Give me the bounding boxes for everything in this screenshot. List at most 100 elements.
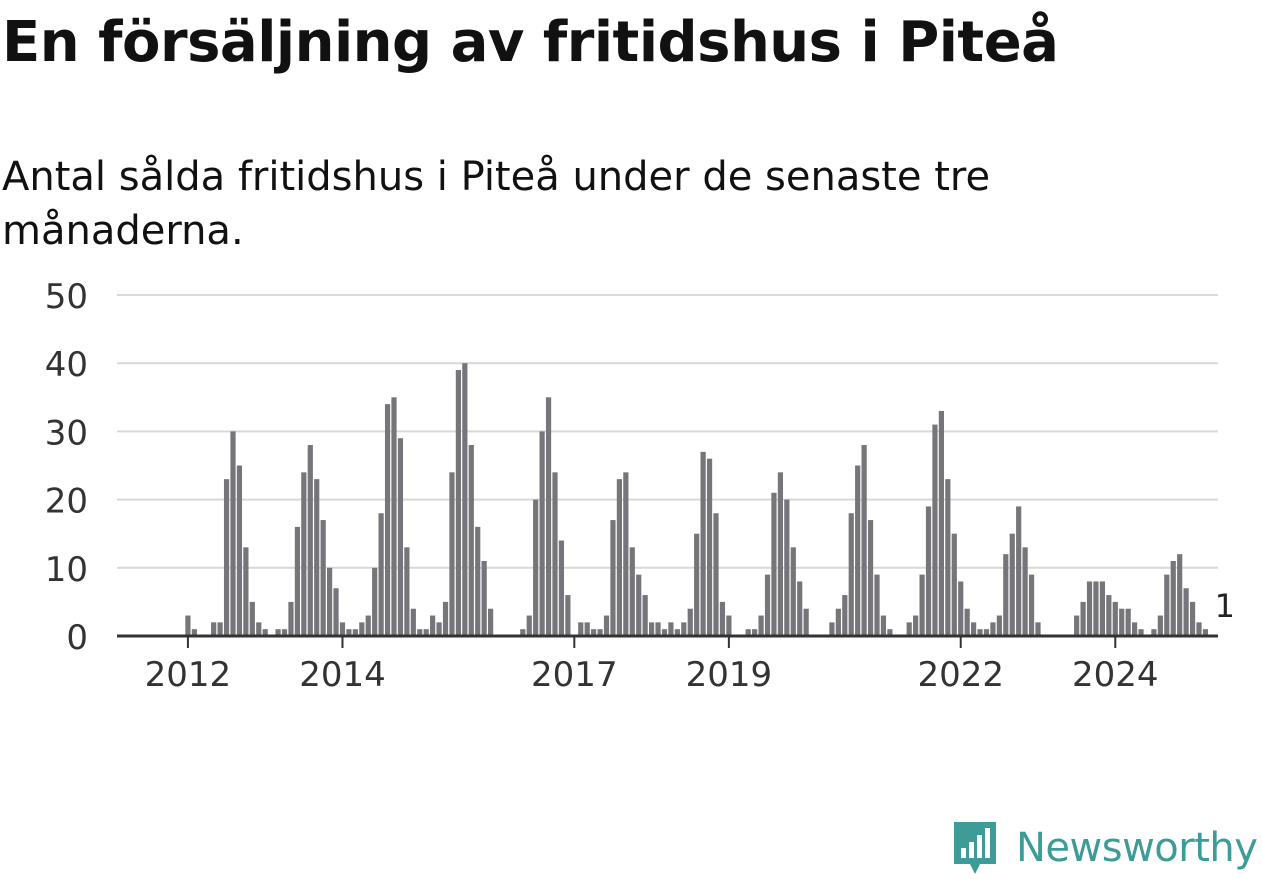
bar bbox=[610, 520, 616, 636]
bar bbox=[1151, 629, 1157, 636]
bar bbox=[397, 438, 404, 636]
bar bbox=[951, 533, 957, 636]
bar bbox=[281, 629, 288, 636]
bar bbox=[636, 574, 642, 636]
bar bbox=[958, 581, 964, 636]
bar bbox=[1009, 533, 1015, 636]
bar bbox=[713, 513, 719, 636]
bar bbox=[578, 622, 584, 636]
bar bbox=[790, 547, 796, 636]
bar bbox=[880, 615, 887, 636]
bar bbox=[649, 622, 655, 636]
bar bbox=[842, 595, 848, 636]
bar bbox=[294, 526, 300, 636]
bar bbox=[764, 574, 771, 636]
bar bbox=[623, 472, 629, 636]
bar bbox=[777, 472, 783, 636]
bar bbox=[1177, 554, 1183, 636]
bar bbox=[848, 513, 854, 636]
bar bbox=[1170, 560, 1176, 636]
bar bbox=[694, 533, 700, 636]
bar bbox=[1119, 608, 1125, 636]
bar bbox=[1086, 581, 1093, 636]
bar bbox=[217, 622, 223, 636]
bar bbox=[1022, 547, 1028, 636]
bar bbox=[404, 547, 410, 636]
y-tick-label: 50 bbox=[45, 277, 88, 317]
bar bbox=[565, 595, 571, 636]
chart-subtitle: Antal sålda fritidshus i Piteå under de … bbox=[2, 154, 991, 254]
brand: Newsworthy bbox=[950, 818, 1258, 878]
bar bbox=[359, 622, 365, 636]
bar bbox=[591, 629, 597, 636]
bar bbox=[867, 520, 874, 636]
x-tick-label: 2019 bbox=[686, 655, 773, 695]
bar bbox=[919, 574, 925, 636]
bar bbox=[687, 608, 693, 636]
bar bbox=[906, 622, 912, 636]
x-tick-label: 2014 bbox=[299, 655, 386, 695]
bar bbox=[1028, 574, 1035, 636]
bar bbox=[320, 520, 326, 636]
bar bbox=[275, 629, 281, 636]
bar bbox=[417, 629, 423, 636]
bar bbox=[249, 601, 255, 636]
bar bbox=[1074, 615, 1080, 636]
bar bbox=[378, 513, 384, 636]
bar bbox=[700, 451, 706, 636]
bar bbox=[629, 547, 635, 636]
bar bbox=[835, 608, 841, 636]
bar bbox=[352, 629, 358, 636]
bar bbox=[771, 492, 777, 636]
bar bbox=[1196, 622, 1202, 636]
y-tick-label: 20 bbox=[45, 482, 88, 522]
bar bbox=[797, 581, 803, 636]
bar bbox=[327, 567, 333, 636]
bar bbox=[1080, 601, 1086, 636]
bar bbox=[558, 540, 565, 636]
bar bbox=[642, 595, 648, 636]
bar bbox=[391, 397, 397, 636]
bar bbox=[616, 479, 622, 636]
highlight-data-label: 1 bbox=[1215, 587, 1235, 625]
bar bbox=[442, 601, 449, 636]
bar bbox=[1157, 615, 1163, 636]
bar bbox=[481, 560, 487, 636]
bar bbox=[436, 622, 442, 636]
bar bbox=[758, 615, 764, 636]
bar bbox=[803, 608, 809, 636]
y-tick-label: 10 bbox=[45, 550, 88, 590]
bar bbox=[211, 622, 217, 636]
bar bbox=[874, 574, 880, 636]
bar bbox=[539, 431, 545, 636]
newsworthy-logo-icon bbox=[954, 822, 996, 874]
bar bbox=[1132, 622, 1138, 636]
y-tick-label: 0 bbox=[66, 618, 88, 658]
bar bbox=[230, 431, 236, 636]
bar bbox=[365, 615, 371, 636]
bar bbox=[752, 629, 758, 636]
chart-title: En försäljning av fritidshus i Piteå bbox=[2, 10, 1059, 75]
bar bbox=[971, 622, 977, 636]
bar bbox=[938, 410, 944, 636]
bar bbox=[996, 615, 1002, 636]
bar bbox=[706, 458, 713, 636]
bar bbox=[449, 472, 455, 636]
bar bbox=[1112, 601, 1118, 636]
bar bbox=[945, 479, 951, 636]
bar bbox=[346, 629, 352, 636]
bar bbox=[526, 615, 532, 636]
bar bbox=[1093, 581, 1099, 636]
bar bbox=[423, 629, 429, 636]
bar bbox=[597, 629, 603, 636]
bar bbox=[990, 622, 996, 636]
bar bbox=[223, 479, 230, 636]
bar bbox=[1138, 629, 1144, 636]
bar bbox=[655, 622, 661, 636]
bar bbox=[1003, 554, 1009, 636]
bar bbox=[243, 547, 249, 636]
bar bbox=[301, 472, 307, 636]
bar bbox=[977, 629, 983, 636]
bar bbox=[384, 404, 391, 636]
x-tick-label: 2012 bbox=[145, 655, 232, 695]
